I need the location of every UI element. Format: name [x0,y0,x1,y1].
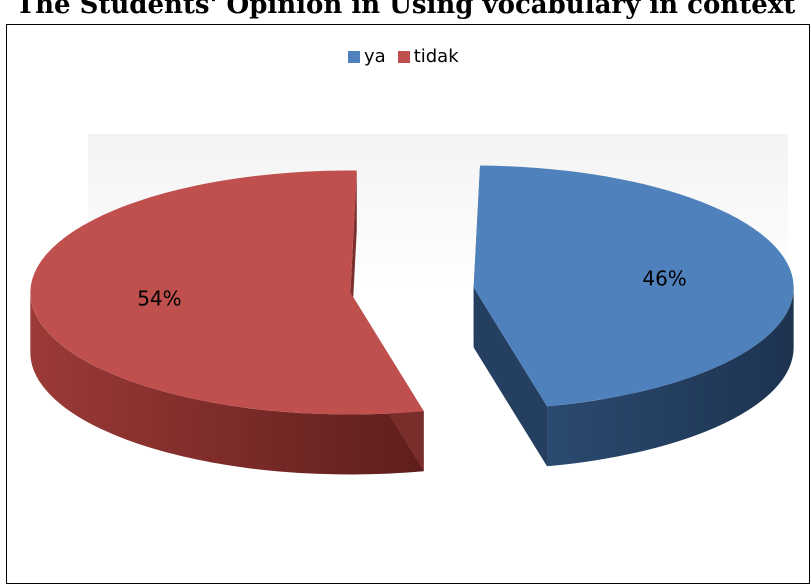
pie-slice-ya [473,165,794,407]
legend-swatch-tidak [397,50,410,63]
pie-slice-side-ya [547,287,794,467]
pie-slice-tidak [30,170,424,415]
chart-legend: ya tidak [348,46,471,67]
pie-slice-side-tidak [30,292,424,475]
data-label-ya: 46% [642,266,686,290]
pie-slice-cut-ya-1 [473,287,548,467]
legend-label-tidak: tidak [413,46,459,67]
chart-title: The Students' Opinion in Using vocabular… [15,0,796,20]
data-label-tidak: 54% [137,287,181,311]
legend-item-ya: ya [348,46,386,67]
legend-label-ya: ya [364,46,386,67]
legend-swatch-ya [348,50,360,63]
legend-item-tidak: tidak [397,46,459,67]
